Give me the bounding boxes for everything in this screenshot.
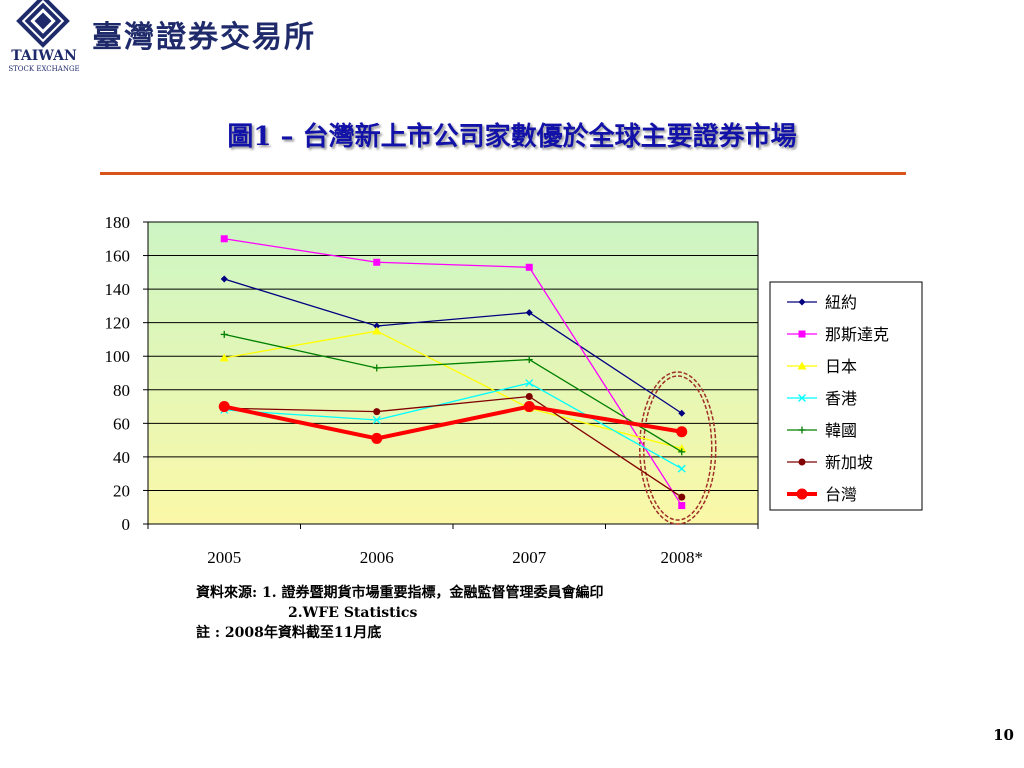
series-1 <box>220 235 686 510</box>
series-line <box>224 238 683 506</box>
y-tick-label: 120 <box>105 314 131 333</box>
legend-swatch-marker-stroke <box>798 394 806 402</box>
series-point-stroke <box>372 416 381 424</box>
series-line <box>224 395 683 498</box>
x-tick-label: 2006 <box>360 548 394 567</box>
highlight-ellipse-outer <box>639 371 717 525</box>
footnote: 註 : 2008年資料截至11月底 <box>196 625 382 641</box>
series-point <box>678 409 686 417</box>
y-tick-label: 100 <box>105 347 131 366</box>
series-lines <box>218 235 688 510</box>
series-point <box>218 401 230 413</box>
logo-text: TAIWAN <box>11 48 77 64</box>
series-point <box>372 326 382 335</box>
series-point <box>676 426 688 438</box>
legend-item: 日本 <box>787 357 857 376</box>
series-line <box>224 382 683 470</box>
legend-swatch-marker <box>798 426 806 434</box>
legend-label: 那斯達克 <box>825 325 889 344</box>
series-point <box>678 493 686 501</box>
line-chart: 0 20 40 60 80 100 120 140 160 180 2005 2006 2007 2008… <box>105 213 923 567</box>
series-point <box>220 275 228 283</box>
logo-subtext: STOCK EXCHANGE <box>8 65 79 73</box>
series-line <box>223 404 683 441</box>
series-point <box>373 322 381 330</box>
gridlines <box>148 221 758 491</box>
legend-item: 香港 <box>787 389 857 408</box>
logo-emblem-icon <box>16 0 70 48</box>
series-point <box>373 364 381 372</box>
org-name: 臺灣證券交易所 <box>92 20 316 55</box>
y-tick-label: 160 <box>105 247 131 266</box>
legend-label: 韓國 <box>825 421 857 440</box>
series-line <box>224 333 683 453</box>
axes: 0 20 40 60 80 100 120 140 160 180 2005 2006 2007 2008… <box>105 213 759 567</box>
series-point <box>678 448 686 456</box>
taiwan-stock-exchange-logo: TAIWAN STOCK EXCHANGE <box>8 0 80 73</box>
source-notes: 資料來源: 1. 證券暨期貨市場重要指標，金融監督管理委員會編印 2.WFE S… <box>196 583 604 643</box>
y-tick-label: 140 <box>105 280 131 299</box>
series-point <box>677 464 686 473</box>
y-tick-label: 80 <box>113 381 130 400</box>
x-tick-label: 2008* <box>661 548 704 567</box>
y-tick-label: 0 <box>122 515 131 534</box>
series-point <box>372 416 381 424</box>
y-tick-label: 40 <box>113 448 130 467</box>
plot-area <box>147 221 759 525</box>
legend-label: 紐約 <box>825 293 857 312</box>
legend-label: 台灣 <box>825 485 857 504</box>
series-0 <box>220 275 686 417</box>
series-point <box>373 408 381 416</box>
y-tick-label: 180 <box>105 213 131 232</box>
source-line-1: 資料來源: 1. 證券暨期貨市場重要指標，金融監督管理委員會編印 <box>196 585 604 601</box>
x-tick-label: 2007 <box>512 548 547 567</box>
series-point <box>373 258 381 266</box>
series-point <box>678 502 686 510</box>
legend-swatch-marker <box>797 361 807 370</box>
legend-swatch-marker <box>798 394 806 402</box>
legend-swatch-marker <box>796 488 808 500</box>
legend-item: 那斯達克 <box>787 325 889 344</box>
series-point <box>220 235 228 243</box>
legend-item: 台灣 <box>787 485 857 504</box>
series-point-stroke <box>677 464 686 473</box>
series-4 <box>220 330 686 456</box>
legend-swatch-marker <box>798 298 806 306</box>
y-tick-label: 20 <box>113 481 130 500</box>
x-tick-label: 2005 <box>207 548 241 567</box>
page-title: 圖1 – 台灣新上市公司家數優於全球主要證券市場 <box>227 122 797 152</box>
series-point <box>525 309 533 317</box>
series-line <box>224 278 683 414</box>
legend-item: 韓國 <box>787 421 857 440</box>
series-point <box>220 330 228 338</box>
source-line-2: 2.WFE Statistics <box>288 605 418 621</box>
legend-box <box>769 281 923 511</box>
series-point-stroke <box>525 379 534 388</box>
title-divider <box>100 172 906 175</box>
legend-item: 紐約 <box>787 293 857 312</box>
series-6 <box>218 401 688 444</box>
series-point <box>525 356 533 364</box>
series-point <box>523 401 535 413</box>
series-point <box>525 392 533 400</box>
legend-item: 新加坡 <box>787 453 873 472</box>
page-number: 10 <box>993 726 1014 744</box>
legend-label: 日本 <box>825 357 857 376</box>
legend-swatch-marker <box>798 458 806 466</box>
legend-label: 新加坡 <box>825 453 873 472</box>
series-point <box>371 432 383 444</box>
series-point <box>525 263 533 271</box>
legend-label: 香港 <box>825 389 857 408</box>
series-line <box>224 330 682 450</box>
y-tick-label: 60 <box>113 414 130 433</box>
legend-swatch-marker <box>798 330 806 338</box>
series-point <box>219 353 229 362</box>
series-point <box>525 379 534 388</box>
